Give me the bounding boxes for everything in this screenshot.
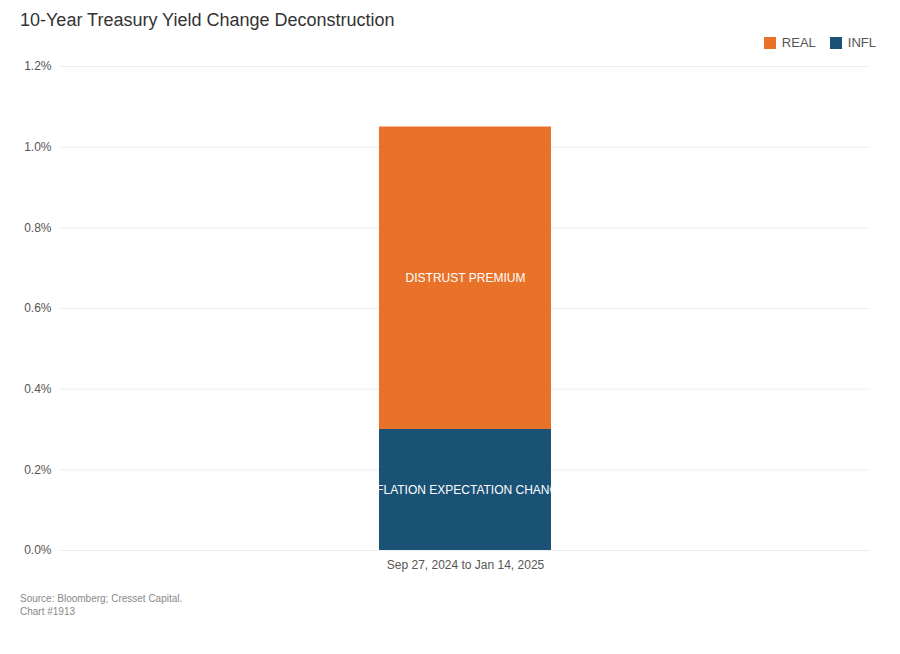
svg-text:INFLATION EXPECTATION CHANGE: INFLATION EXPECTATION CHANGE [364,483,567,497]
html-text:Chart #1913: Chart #1913 [20,606,75,617]
svg-text:0.0%: 0.0% [24,543,52,557]
svg-text:1.0%: 1.0% [24,140,52,154]
html-text:REAL: REAL [781,35,816,50]
svg-text:0.2%: 0.2% [24,463,52,477]
svg-text:DISTRUST PREMIUM: DISTRUST PREMIUM [406,271,526,285]
html-text:INFL: INFL [847,35,876,50]
svg-text:0.4%: 0.4% [24,382,52,396]
svg-text:Sep 27, 2024 to Jan 14, 2025: Sep 27, 2024 to Jan 14, 2025 [387,558,545,572]
html-text:Source: Bloomberg; Cresset Cap: Source: Bloomberg; Cresset Capital. [20,593,183,604]
svg-text:0.6%: 0.6% [24,301,52,315]
svg-text:0.8%: 0.8% [24,221,52,235]
html-text:10-Year Treasury Yield Change: 10-Year Treasury Yield Change Deconstruc… [20,10,395,30]
svg-text:1.2%: 1.2% [24,59,52,73]
